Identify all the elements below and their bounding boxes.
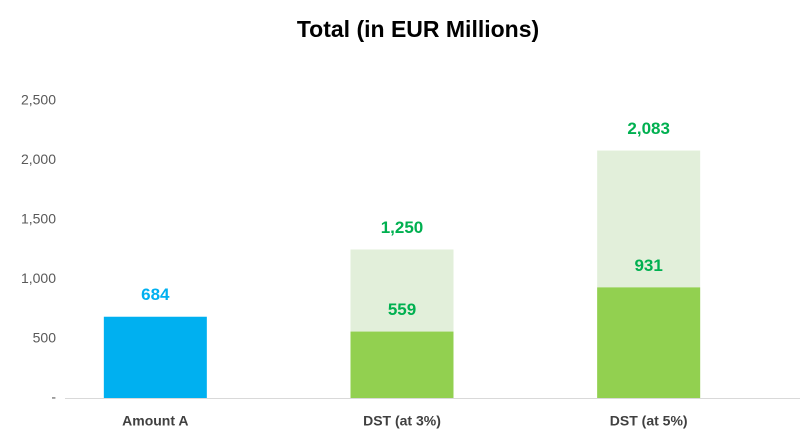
- bar: [350, 331, 454, 398]
- y-tick-label: 2,000: [21, 151, 56, 167]
- x-tick-label: DST (at 5%): [610, 413, 688, 429]
- chart-title: Total (in EUR Millions): [297, 16, 539, 42]
- bar: [597, 287, 701, 398]
- y-tick-label: 500: [33, 329, 57, 345]
- y-tick-label: 2,500: [21, 92, 56, 108]
- x-tick-label: Amount A: [122, 413, 188, 429]
- value-label: 559: [388, 300, 416, 319]
- x-tick-label: DST (at 3%): [363, 413, 441, 429]
- value-label: 931: [634, 256, 662, 275]
- y-tick-label: 1,000: [21, 270, 56, 286]
- value-label: 1,250: [381, 218, 424, 237]
- y-tick-label: -: [51, 389, 56, 405]
- value-label: 684: [141, 285, 170, 304]
- value-label: 2,083: [627, 119, 670, 138]
- y-tick-label: 1,500: [21, 211, 56, 227]
- bar: [103, 316, 207, 398]
